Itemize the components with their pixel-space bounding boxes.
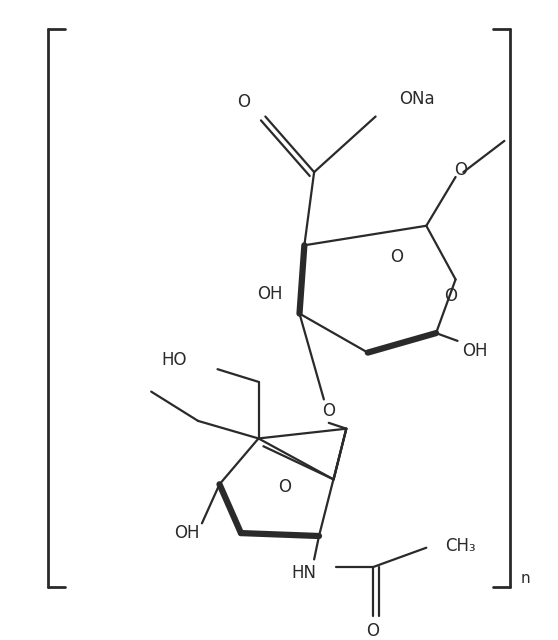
Text: OH: OH [175,524,200,542]
Text: OH: OH [463,342,488,360]
Text: O: O [323,402,335,420]
Text: CH₃: CH₃ [445,537,476,555]
Text: O: O [278,478,291,496]
Text: HN: HN [292,564,317,582]
Text: n: n [521,572,531,586]
Text: HO: HO [162,351,187,369]
Text: O: O [444,287,457,305]
Text: O: O [237,93,251,111]
Text: ONa: ONa [399,90,434,108]
Text: O: O [366,621,379,639]
Text: O: O [391,248,403,266]
Text: OH: OH [257,285,283,303]
Text: O: O [454,161,467,179]
